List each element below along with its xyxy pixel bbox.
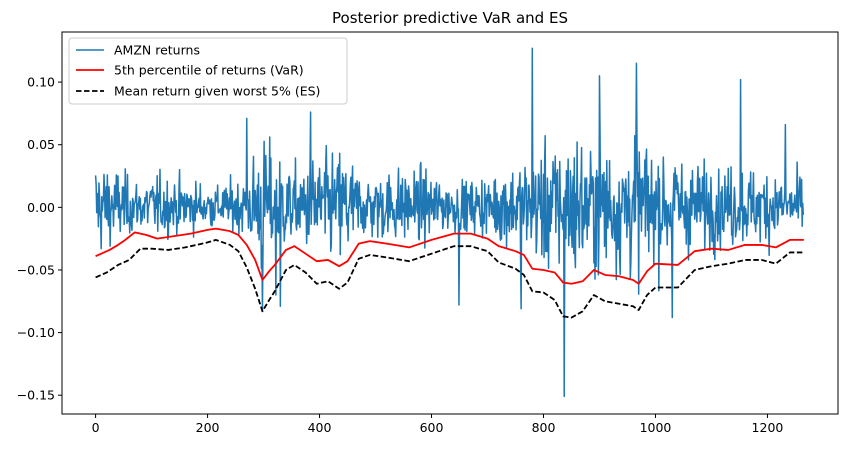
x-tick-label: 1200 [752,420,784,435]
x-tick-label: 400 [308,420,332,435]
x-tick-label: 200 [196,420,220,435]
y-tick-label: 0.10 [27,75,55,90]
chart-title: Posterior predictive VaR and ES [332,9,568,27]
series-line-es [95,239,804,319]
y-tick-label: −0.10 [17,325,55,340]
plot-frame [61,31,839,415]
legend: AMZN returns 5th percentile of returns (… [68,37,348,105]
series-line-amzn-returns [94,47,805,398]
y-tick-label: −0.05 [17,262,55,277]
y-tick-label: 0.05 [27,137,55,152]
x-tick-label: 600 [420,420,444,435]
legend-label-amzn-returns: AMZN returns [114,43,200,58]
x-tick-label: 800 [532,420,556,435]
legend-label-es: Mean return given worst 5% (ES) [114,84,320,99]
x-tick-label: 0 [92,420,100,435]
legend-label-var: 5th percentile of returns (VaR) [114,63,304,78]
legend-frame [68,37,348,105]
series-line-var [95,227,804,285]
y-tick-label: −0.15 [17,388,55,403]
x-tick-label: 1000 [640,420,672,435]
y-tick-label: 0.00 [27,200,55,215]
